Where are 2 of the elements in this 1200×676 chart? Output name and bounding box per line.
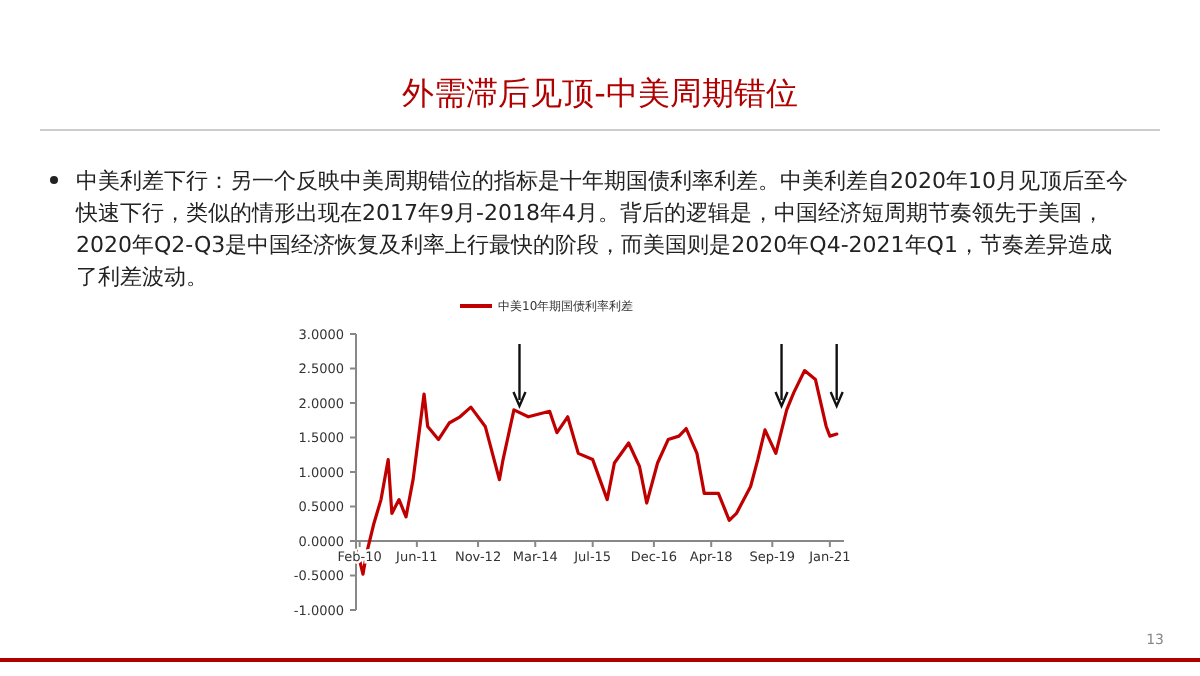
chart-title: 外需滞后见顶-中美周期错位	[402, 74, 798, 112]
text: 中美利差下行：另一个反映中美周期错位的指标是十年期国债利率利差。中美利差自2020年10月见顶后至今快速下行，类似的情形出现在2017年9月-2018年4月。背后的逻辑是，中国经济短周期节奏领先于美国，2020年Q2-Q3是中国经济恢复及利率上行最快的阶段，而美国则是2020年Q4-2021年Q1，节奏差异造成了利差波动。	[74, 168, 1128, 290]
